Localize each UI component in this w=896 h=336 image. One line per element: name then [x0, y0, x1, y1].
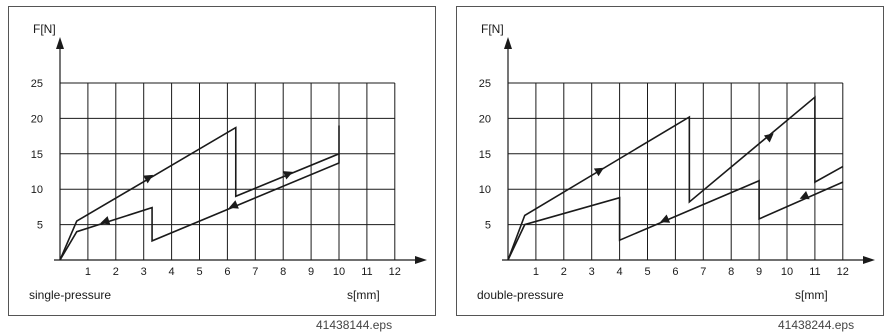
x-tick-label-5: 5: [644, 266, 650, 278]
series-1-direction-arrow-1: [593, 167, 604, 177]
x-tick-label-10: 10: [781, 266, 793, 278]
y-tick-label-15: 15: [31, 149, 43, 161]
figure-id-left: 41438144.eps: [316, 318, 393, 332]
figure-id-right: 41438244.eps: [778, 318, 855, 332]
series-1-direction-arrow-1: [143, 174, 154, 184]
x-tick-label-1: 1: [533, 266, 539, 278]
x-tick-label-1: 1: [85, 266, 91, 278]
series-2-direction-arrow-2: [228, 200, 239, 209]
x-tick-label-10: 10: [333, 266, 345, 278]
y-tick-label-15: 15: [479, 149, 491, 161]
x-tick-label-9: 9: [756, 266, 762, 278]
y-axis-label: F[N]: [481, 22, 504, 36]
chart-caption: double-pressure: [477, 288, 564, 302]
y-axis-label: F[N]: [33, 22, 56, 36]
y-tick-label-5: 5: [37, 220, 43, 232]
x-tick-label-8: 8: [280, 266, 286, 278]
x-tick-label-7: 7: [252, 266, 258, 278]
y-tick-label-10: 10: [479, 184, 491, 196]
x-axis-label: s[mm]: [795, 288, 828, 302]
x-tick-label-5: 5: [196, 266, 202, 278]
chart-panel-double-pressure: 1 2 3 4 5 6 7 8 9 10 11 12 5 10 15 20 25 F[N] s[mm] double-…: [456, 6, 884, 316]
x-tick-label-3: 3: [589, 266, 595, 278]
x-tick-label-12: 12: [837, 266, 849, 278]
x-tick-label-4: 4: [169, 266, 175, 278]
y-tick-label-25: 25: [31, 78, 43, 90]
chart-caption: single-pressure: [29, 288, 111, 302]
y-tick-label-20: 20: [479, 113, 491, 125]
chart-double-pressure: 1 2 3 4 5 6 7 8 9 10 11 12510152025F[N]s[mm]double-…: [477, 22, 875, 302]
series-1-direction-arrow-2: [282, 171, 293, 180]
chart-single-pressure: 1 2 3 4 5 6 7 8 9 10 11 12510152025F[N]s[mm]single-…: [29, 22, 427, 302]
series-line-1: [59, 125, 340, 261]
x-tick-label-11: 11: [809, 266, 820, 278]
x-tick-label-4: 4: [617, 266, 623, 278]
x-tick-label-6: 6: [672, 266, 678, 278]
series-line-2: [59, 153, 340, 261]
series-2-direction-arrow-1: [660, 214, 671, 223]
series-1-direction-arrow-2: [763, 133, 774, 143]
x-tick-label-9: 9: [308, 266, 314, 278]
x-tick-label-2: 2: [113, 266, 119, 278]
y-tick-label-20: 20: [31, 113, 43, 125]
chart-panel-single-pressure: 1 2 3 4 5 6 7 8 9 10 11 12 5 10 15 20 25 F[N] s[mm] single-…: [8, 6, 436, 316]
x-tick-label-3: 3: [141, 266, 147, 278]
x-tick-label-6: 6: [224, 266, 230, 278]
x-tick-label-11: 11: [361, 266, 372, 278]
x-axis-arrowhead: [415, 256, 427, 264]
x-axis-arrowhead: [863, 256, 875, 264]
x-tick-label-12: 12: [389, 266, 401, 278]
series-2-direction-arrow-1: [100, 216, 111, 225]
x-tick-label-8: 8: [728, 266, 734, 278]
y-tick-label-5: 5: [485, 220, 491, 232]
series-line-1: [507, 95, 844, 261]
y-axis-arrowhead: [56, 37, 64, 49]
y-tick-label-10: 10: [31, 184, 43, 196]
x-tick-label-2: 2: [561, 266, 567, 278]
x-axis-label: s[mm]: [347, 288, 380, 302]
series-2-direction-arrow-2: [799, 191, 810, 200]
series-line-2: [507, 179, 844, 261]
x-tick-label-7: 7: [700, 266, 706, 278]
y-axis-arrowhead: [504, 37, 512, 49]
y-tick-label-25: 25: [479, 78, 491, 90]
